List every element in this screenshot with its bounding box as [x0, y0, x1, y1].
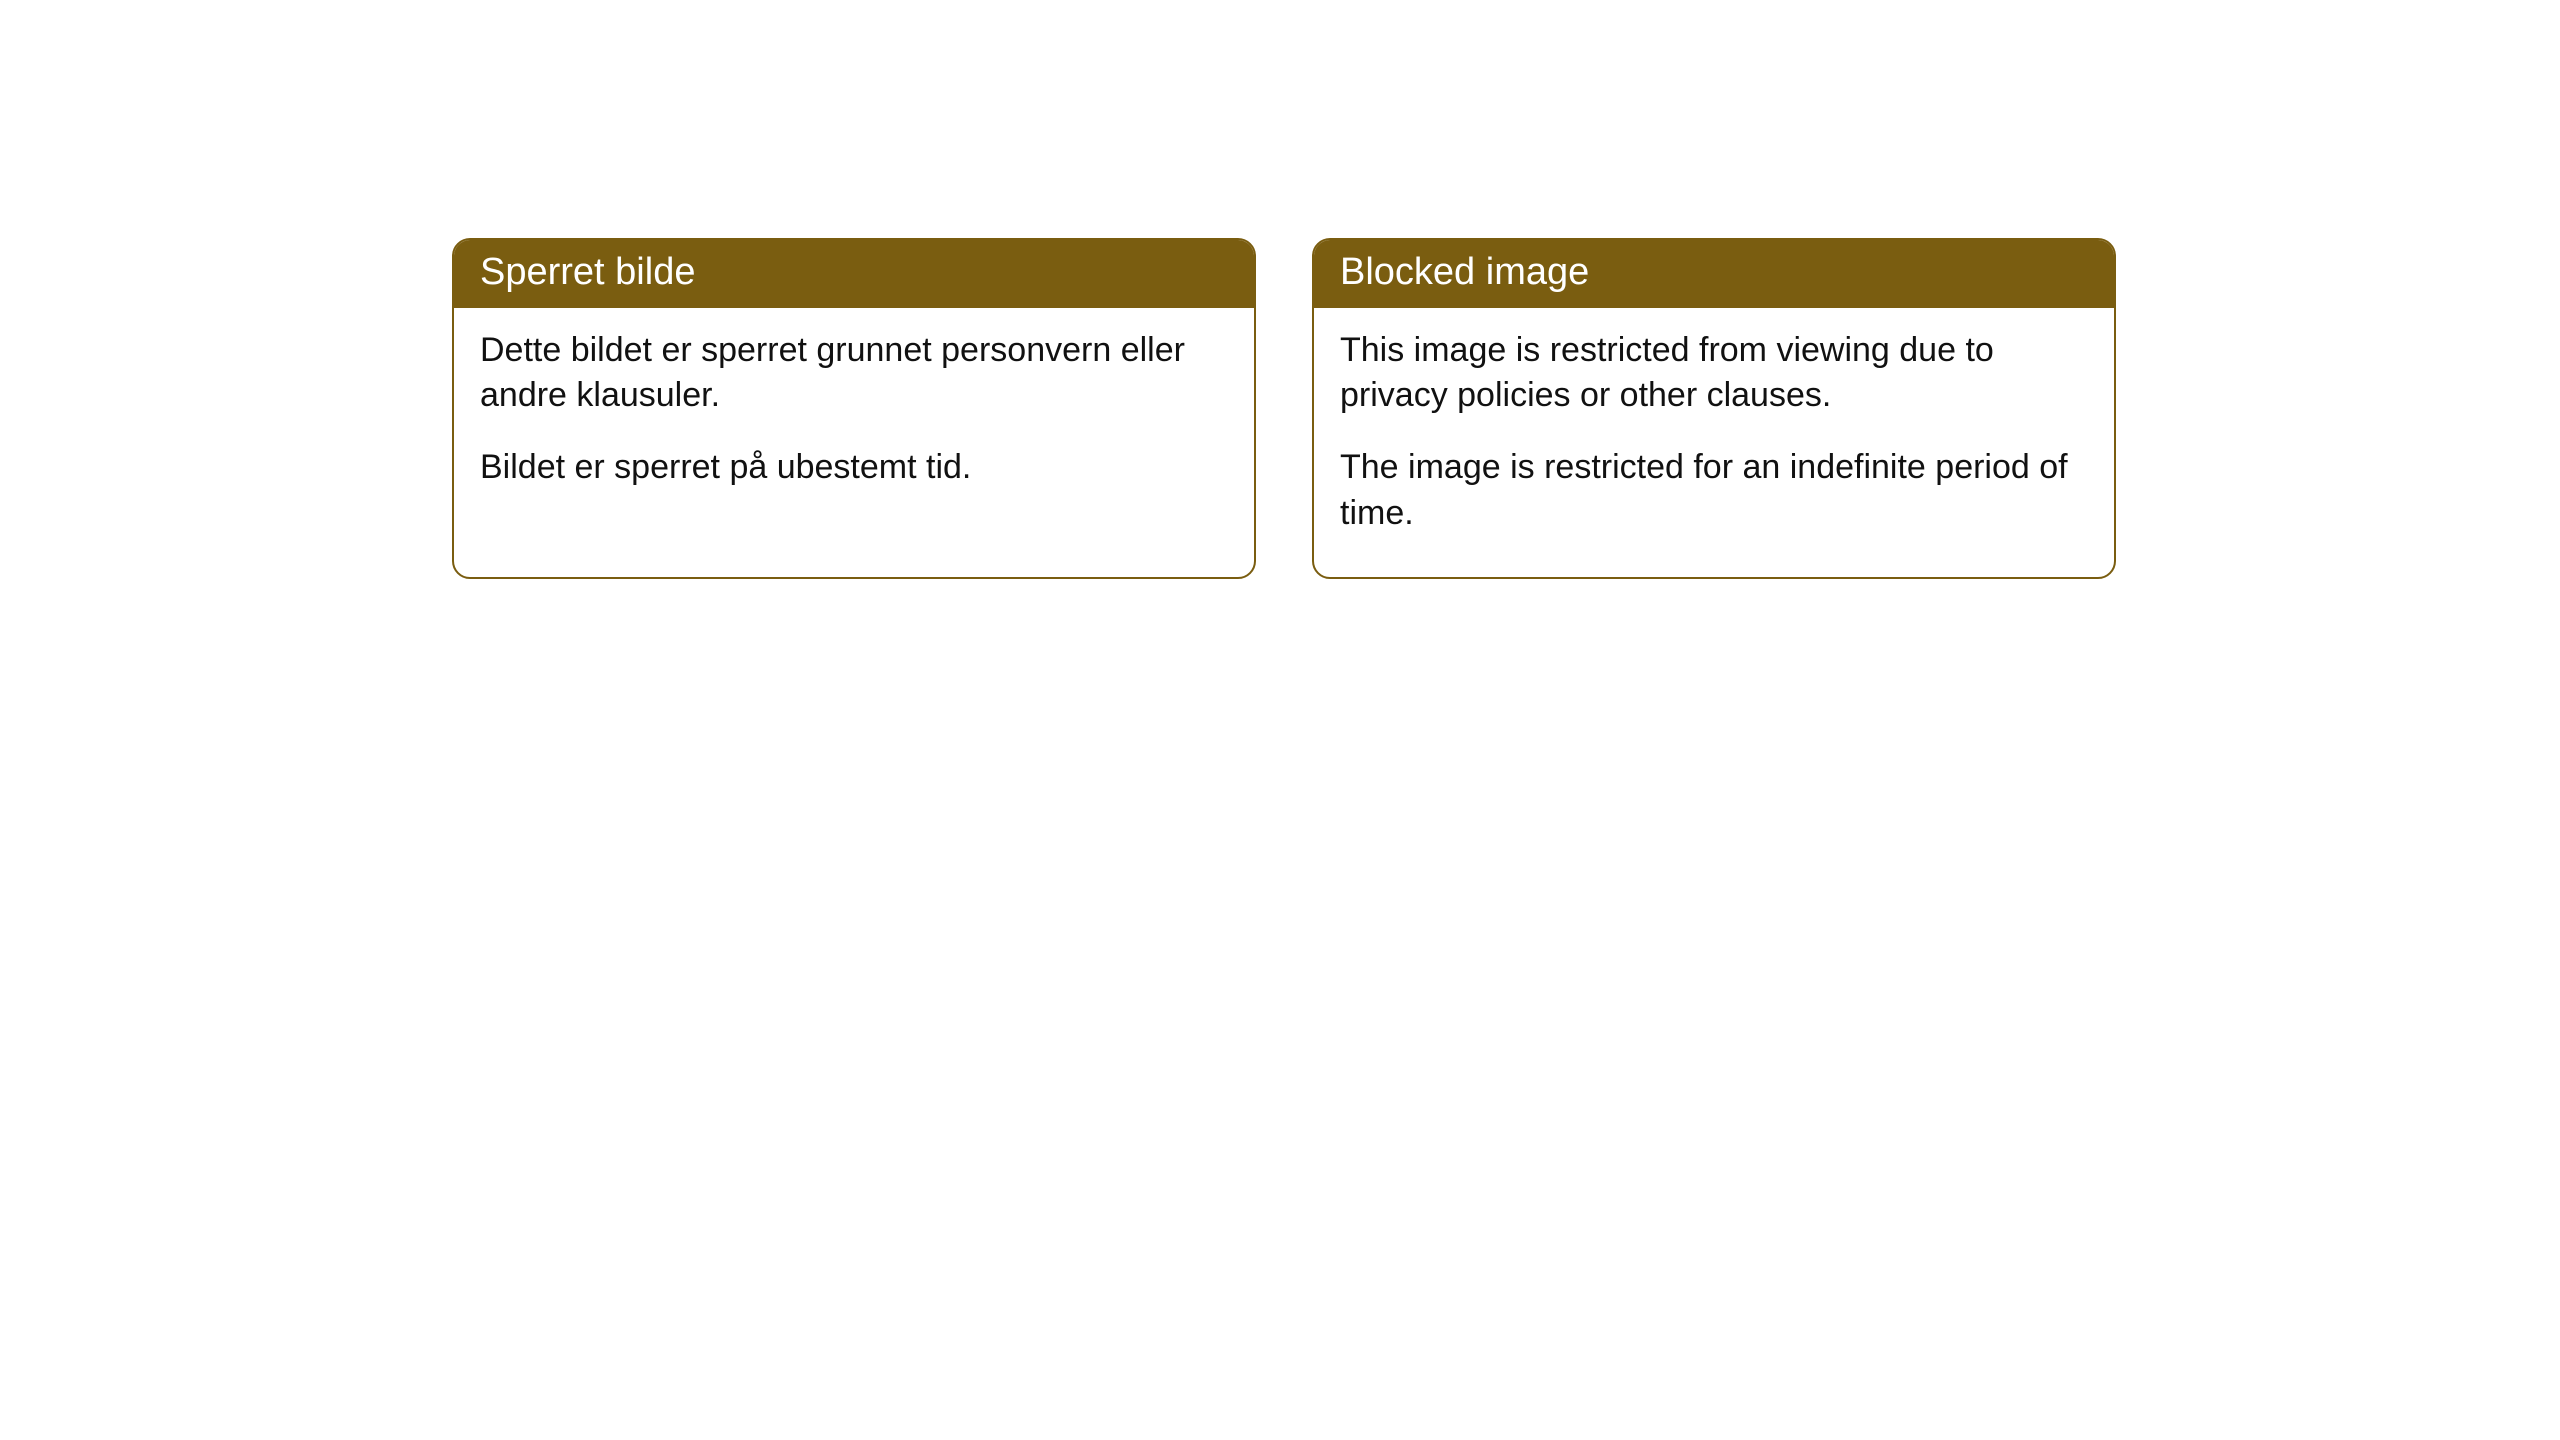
notice-header: Sperret bilde — [454, 240, 1254, 308]
notice-paragraph: This image is restricted from viewing du… — [1340, 328, 2088, 420]
notice-paragraph: Bildet er sperret på ubestemt tid. — [480, 445, 1228, 491]
notice-body: Dette bildet er sperret grunnet personve… — [454, 308, 1254, 532]
notice-body: This image is restricted from viewing du… — [1314, 308, 2114, 578]
notice-card-english: Blocked image This image is restricted f… — [1312, 238, 2116, 579]
notice-paragraph: The image is restricted for an indefinit… — [1340, 445, 2088, 537]
notice-card-norwegian: Sperret bilde Dette bildet er sperret gr… — [452, 238, 1256, 579]
notice-container: Sperret bilde Dette bildet er sperret gr… — [452, 238, 2116, 579]
notice-paragraph: Dette bildet er sperret grunnet personve… — [480, 328, 1228, 420]
notice-header: Blocked image — [1314, 240, 2114, 308]
